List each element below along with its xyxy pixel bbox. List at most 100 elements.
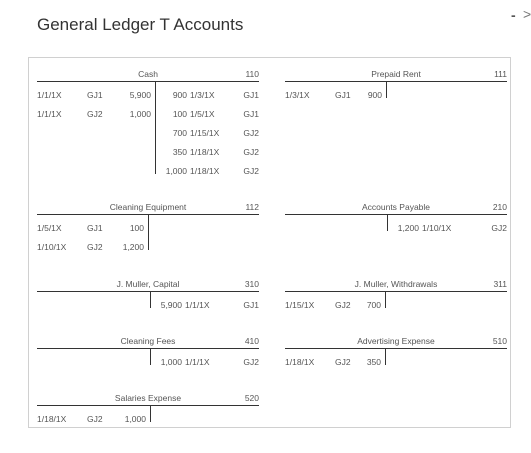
account-name: Accounts Payable [361,202,431,212]
debit-entry: 1/1/1X GJ2 1,000 [37,109,155,120]
entry-date: 1/1/1X [37,90,62,100]
credit-entry: 1,200 1/10/1X GJ2 [391,223,507,234]
entry-amount: 100 [172,109,187,119]
account-number: 510 [492,336,507,346]
entry-date: 1/10/1X [422,223,452,233]
account-number: 110 [245,69,259,79]
t-account-j-muller-capital: J. Muller, Capital 310 5,900 1/1/1X GJ1 [37,279,259,319]
account-number: 111 [494,69,507,79]
entry-date: 1/1/1X [37,109,62,119]
t-account-vertical-line [155,81,156,174]
entry-ref: GJ2 [87,109,103,119]
entry-amount: 1,200 [122,242,144,252]
debit-entry: 1/10/1X GJ2 1,200 [37,242,148,253]
t-account-vertical-line [150,348,151,365]
account-number: 210 [492,202,507,212]
entry-ref: GJ2 [335,357,351,367]
t-account-vertical-line [385,291,386,308]
entry-amount: 900 [172,90,187,100]
t-account-horizontal-line [37,81,259,82]
entry-ref: GJ1 [243,90,259,100]
entry-date: 1/15/1X [190,128,220,138]
debit-entry: 1/18/1X GJ2 1,000 [37,414,150,425]
t-account-horizontal-line [285,81,507,82]
page-title: General Ledger T Accounts [37,15,244,34]
entry-ref: GJ2 [491,223,507,233]
entry-date: 1/15/1X [285,300,315,310]
t-account-vertical-line [387,214,388,231]
t-account-horizontal-line [37,291,259,292]
entry-date: 1/18/1X [190,166,220,176]
t-account-vertical-line [148,214,149,250]
entry-amount: 100 [129,223,144,233]
credit-entry: 1,000 1/18/1X GJ2 [159,166,259,177]
t-account-horizontal-line [285,214,507,215]
debit-entry: 1/5/1X GJ1 100 [37,223,148,234]
t-account-horizontal-line [285,348,507,349]
t-account-vertical-line [150,405,151,422]
entry-amount: 700 [172,128,187,138]
entry-ref: GJ2 [335,300,351,310]
entry-ref: GJ2 [243,166,259,176]
entry-ref: GJ2 [87,414,103,424]
t-account-accounts-payable: Accounts Payable 210 1,200 1/10/1X GJ2 [285,202,507,242]
debit-entry: 1/3/1X GJ1 900 [285,90,386,101]
credit-entry: 700 1/15/1X GJ2 [159,128,259,139]
entry-date: 1/10/1X [37,242,67,252]
account-number: 112 [245,202,259,212]
entry-amount: 1,000 [165,166,187,176]
entry-ref: GJ1 [243,300,259,310]
t-account-cash: Cash 110 1/1/1X GJ1 5,900 1/1/1X GJ2 1,000 900 1/… [37,69,259,185]
entry-amount: 1,000 [129,109,151,119]
entry-date: 1/3/1X [190,90,215,100]
entry-ref: GJ2 [87,242,103,252]
t-account-cleaning-fees: Cleaning Fees 410 1,000 1/1/1X GJ2 [37,336,259,376]
entry-ref: GJ2 [243,147,259,157]
entry-ref: GJ1 [335,90,351,100]
credit-entry: 900 1/3/1X GJ1 [159,90,259,101]
t-account-horizontal-line [37,405,259,406]
entry-ref: GJ2 [243,357,259,367]
account-number: 311 [493,279,507,289]
t-account-vertical-line [385,348,386,365]
credit-entry: 1,000 1/1/1X GJ2 [154,357,259,368]
credit-entry: 350 1/18/1X GJ2 [159,147,259,158]
account-name: Cash [138,69,158,79]
account-number: 520 [244,393,259,403]
entry-date: 1/18/1X [285,357,315,367]
entry-ref: GJ2 [243,128,259,138]
entry-date: 1/3/1X [285,90,310,100]
entry-ref: GJ1 [87,223,103,233]
entry-date: 1/1/1X [185,357,210,367]
chevron-right-icon[interactable]: > [523,6,531,22]
entry-amount: 900 [367,90,382,100]
entry-ref: GJ1 [87,90,103,100]
account-number: 310 [244,279,259,289]
account-name: J. Muller, Withdrawals [354,279,438,289]
entry-amount: 350 [172,147,187,157]
t-account-vertical-line [386,81,387,98]
minimize-icon[interactable]: - [511,7,516,23]
entry-amount: 5,900 [129,90,151,100]
t-account-j-muller-withdrawals: J. Muller, Withdrawals 311 1/15/1X GJ2 700 [285,279,507,319]
t-account-cleaning-equipment: Cleaning Equipment 112 1/5/1X GJ1 100 1/10/1X… [37,202,259,261]
t-account-vertical-line [150,291,151,308]
entry-amount: 350 [366,357,381,367]
entry-date: 1/18/1X [190,147,220,157]
entry-amount: 5,900 [160,300,182,310]
entry-amount: 1,000 [160,357,182,367]
debit-entry: 1/18/1X GJ2 350 [285,357,385,368]
t-account-horizontal-line [285,291,507,292]
debit-entry: 1/15/1X GJ2 700 [285,300,385,311]
account-name: Cleaning Equipment [109,202,187,212]
t-account-horizontal-line [37,348,259,349]
account-number: 410 [244,336,259,346]
entry-date: 1/5/1X [37,223,62,233]
credit-entry: 5,900 1/1/1X GJ1 [154,300,259,311]
debit-entry: 1/1/1X GJ1 5,900 [37,90,155,101]
entry-amount: 1,000 [124,414,146,424]
entry-date: 1/5/1X [190,109,215,119]
account-name: Salaries Expense [114,393,182,403]
account-name: J. Muller, Capital [116,279,180,289]
t-account-prepaid-rent: Prepaid Rent 111 1/3/1X GJ1 900 [285,69,507,109]
